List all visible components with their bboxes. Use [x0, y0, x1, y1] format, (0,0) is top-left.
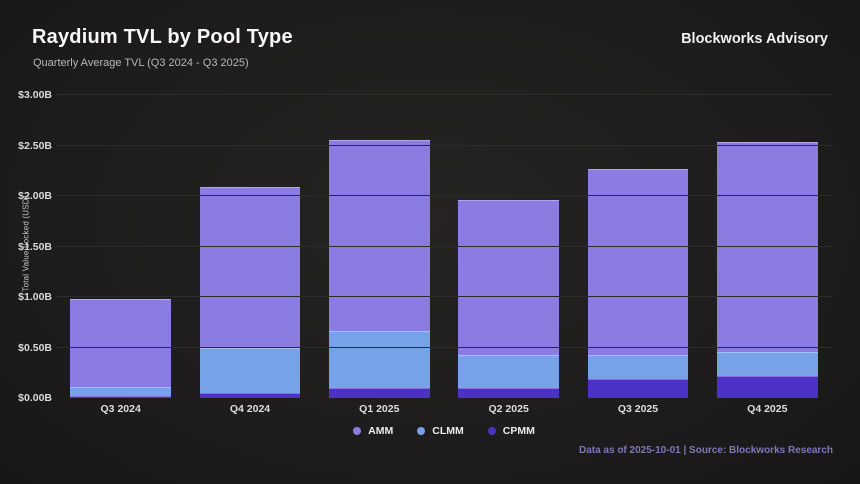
- stacked-bar[interactable]: [587, 168, 689, 398]
- bar-segment-cpmm[interactable]: [328, 387, 430, 398]
- bar-column-q2-2025: [444, 95, 573, 398]
- legend-label: AMM: [368, 425, 394, 437]
- gridline: [56, 195, 832, 196]
- bar-segment-cpmm[interactable]: [70, 395, 172, 398]
- legend-dot-icon: [487, 427, 496, 435]
- y-tick-label: $0.50B: [18, 341, 52, 354]
- x-tick-label: Q2 2025: [488, 403, 529, 415]
- bar-segment-amm[interactable]: [199, 186, 301, 348]
- bar-column-q4-2025: [703, 95, 832, 398]
- bar-segment-amm[interactable]: [70, 299, 172, 387]
- bar-segment-cpmm[interactable]: [199, 392, 301, 398]
- bar-segment-clmm[interactable]: [70, 386, 172, 396]
- stacked-bar[interactable]: [199, 186, 301, 398]
- x-axis-tick-labels: Q3 2024 Q4 2024 Q1 2025 Q2 2025 Q3 2025 Q4 20…: [56, 403, 832, 415]
- bar-column-q3-2025: [573, 95, 702, 398]
- legend-label: CLMM: [432, 425, 464, 437]
- bar-segment-clmm[interactable]: [716, 351, 818, 376]
- bar-segment-clmm[interactable]: [458, 354, 560, 388]
- legend-label: CPMM: [502, 425, 535, 437]
- legend-dot-icon: [353, 427, 362, 435]
- bar-segment-clmm[interactable]: [328, 331, 430, 388]
- bar-segment-amm[interactable]: [587, 168, 689, 355]
- bar-segment-clmm[interactable]: [587, 354, 689, 379]
- stacked-bar[interactable]: [70, 299, 172, 398]
- y-tick-label: $3.00B: [18, 89, 52, 101]
- x-tick-label: Q3 2024: [100, 403, 141, 415]
- bar-segment-amm[interactable]: [458, 200, 560, 355]
- bar-segment-cpmm[interactable]: [716, 375, 818, 398]
- chart-subtitle: Quarterly Average TVL (Q3 2024 - Q3 2025…: [33, 57, 249, 69]
- y-tick-label: $0.00B: [18, 392, 52, 404]
- y-tick-label: $2.00B: [18, 190, 52, 202]
- y-tick-label: $1.50B: [18, 240, 52, 253]
- bar-segment-amm[interactable]: [328, 140, 430, 332]
- gridline: [56, 245, 832, 247]
- plot-area: [56, 94, 832, 398]
- bars-container: [56, 95, 832, 398]
- legend-item-clmm[interactable]: CLMM: [417, 425, 464, 437]
- brand-logo-text: Blockworks Advisory: [681, 31, 828, 47]
- bar-segment-amm[interactable]: [716, 142, 818, 352]
- x-tick-label: Q3 2025: [617, 403, 659, 415]
- legend-item-cpmm[interactable]: CPMM: [487, 425, 535, 437]
- legend-item-amm[interactable]: AMM: [353, 425, 393, 437]
- gridline: [56, 94, 832, 95]
- x-tick-label: Q4 2024: [229, 403, 271, 415]
- bar-segment-cpmm[interactable]: [587, 378, 689, 398]
- source-note: Data as of 2025-10-01 | Source: Blockwor…: [578, 445, 833, 456]
- stacked-bar[interactable]: [328, 140, 430, 398]
- chart-title: Raydium TVL by Pool Type: [32, 26, 293, 48]
- gridline: [56, 144, 832, 146]
- y-axis-tick-labels: $0.00B $0.50B $1.00B $1.50B $2.00B $2.50B $3.0…: [8, 89, 52, 404]
- bar-column-q4-2024: [185, 95, 314, 398]
- bar-column-q1-2025: [315, 95, 444, 398]
- bar-segment-clmm[interactable]: [199, 347, 301, 393]
- x-tick-label: Q1 2025: [359, 403, 400, 415]
- x-tick-label: Q4 2025: [747, 403, 788, 415]
- gridline: [56, 346, 832, 348]
- stacked-bar[interactable]: [716, 142, 818, 398]
- legend: AMM CLMM CPMM: [56, 425, 832, 437]
- gridline: [56, 296, 832, 297]
- bar-column-q3-2024: [56, 95, 185, 398]
- stacked-bar[interactable]: [458, 200, 560, 398]
- y-tick-label: $2.50B: [18, 139, 52, 152]
- legend-dot-icon: [417, 427, 426, 435]
- bar-segment-cpmm[interactable]: [458, 387, 560, 398]
- y-tick-label: $1.00B: [18, 291, 52, 303]
